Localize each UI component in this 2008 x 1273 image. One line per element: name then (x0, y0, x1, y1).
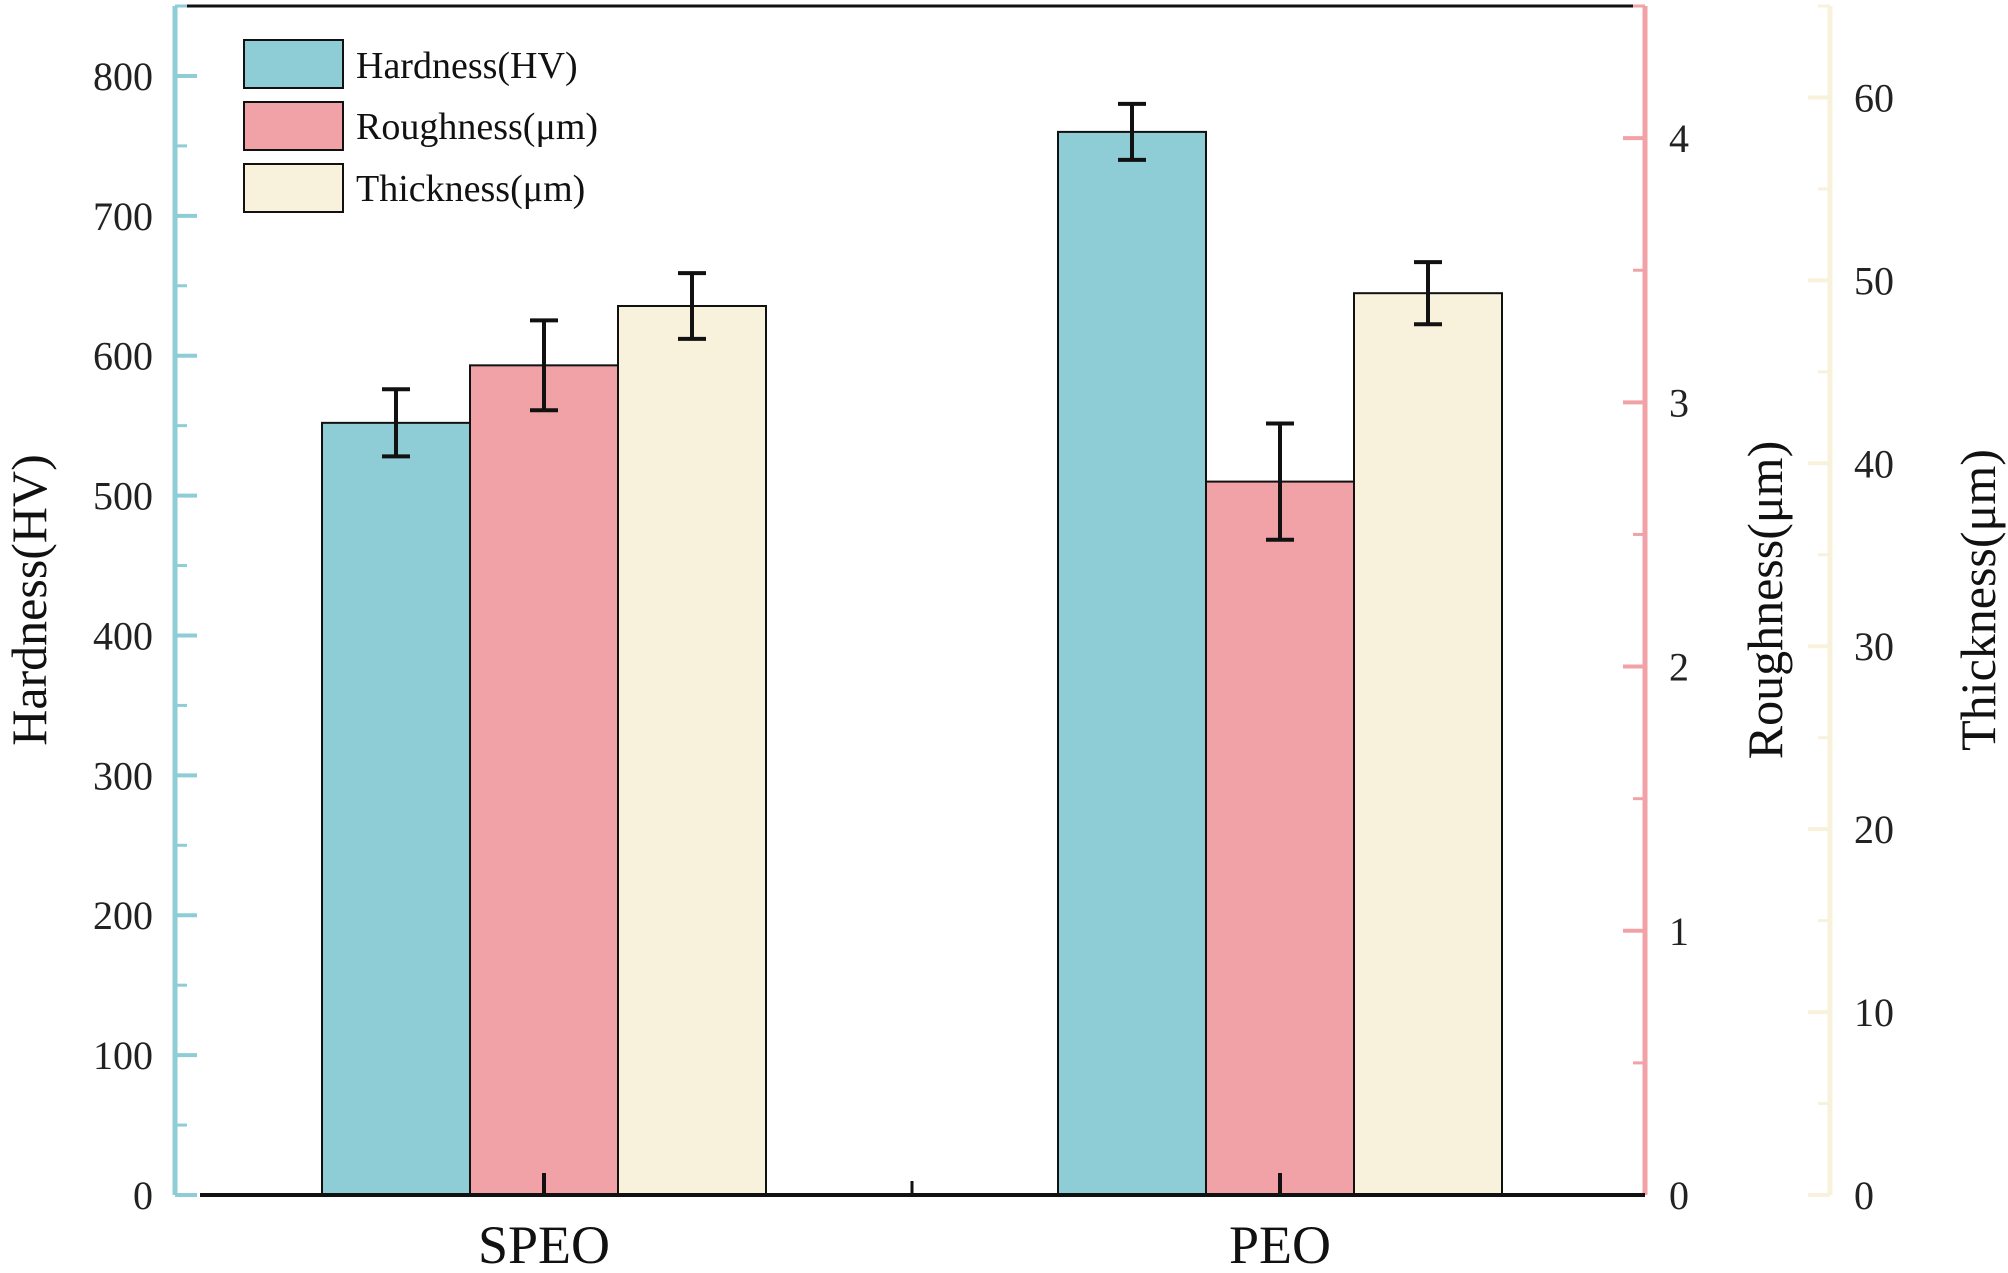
legend-label-hardness: Hardness(HV) (356, 45, 578, 87)
error-bars (382, 101, 1442, 542)
x-axis: SPEO PEO (200, 1173, 1645, 1273)
category-label-speo: SPEO (478, 1215, 610, 1273)
thickness-axis: 0 10 20 30 40 50 60 (1808, 4, 1894, 1218)
thickness-axis-title: Thickness(μm) (1950, 449, 2006, 751)
roughness-axis-tick-label: 3 (1669, 380, 1689, 425)
hardness-axis-tick-label: 0 (133, 1173, 153, 1218)
error-bar-hardness-speo (382, 387, 410, 459)
error-bar-roughness-speo (530, 318, 558, 413)
legend: Hardness(HV) Roughness(μm) Thickness(μm) (243, 39, 598, 213)
thickness-axis-tick-label: 60 (1854, 75, 1894, 120)
hardness-axis-tick-label: 600 (93, 334, 153, 379)
hardness-axis-tick-label: 300 (93, 753, 153, 798)
thickness-axis-tick-label: 50 (1854, 258, 1894, 303)
bar-hardness-speo (321, 421, 471, 1196)
hardness-axis-title: Hardness(HV) (1, 454, 57, 746)
hardness-axis-tick-label: 700 (93, 194, 153, 239)
hardness-axis-tick-label: 400 (93, 613, 153, 658)
roughness-axis-tick-label: 0 (1669, 1173, 1689, 1218)
legend-swatch-thickness (243, 163, 344, 213)
thickness-axis-tick-label: 20 (1854, 807, 1894, 852)
bar-roughness-speo (469, 364, 619, 1196)
legend-swatch-hardness (243, 39, 344, 89)
hardness-axis-tick-label: 800 (93, 54, 153, 99)
bar-thickness-speo (617, 304, 767, 1196)
hardness-axis-tick-label: 200 (93, 893, 153, 938)
roughness-axis-tick-label: 4 (1669, 116, 1689, 161)
roughness-axis-title: Roughness(μm) (1737, 441, 1793, 759)
roughness-axis-tick-label: 1 (1669, 909, 1689, 954)
error-bar-thickness-peo (1414, 260, 1442, 327)
thickness-axis-tick-label: 0 (1854, 1173, 1874, 1218)
bar-roughness-peo (1205, 480, 1355, 1197)
bar-thickness-peo (1353, 292, 1503, 1197)
bars (321, 130, 1503, 1197)
hardness-axis-tick-label: 500 (93, 474, 153, 519)
category-label-peo: PEO (1229, 1215, 1331, 1273)
error-bar-thickness-speo (678, 271, 706, 341)
bar-hardness-peo (1057, 130, 1207, 1196)
thickness-axis-tick-label: 10 (1854, 990, 1894, 1035)
error-bar-roughness-peo (1266, 421, 1294, 542)
roughness-axis: 0 1 2 3 4 (1623, 4, 1689, 1218)
legend-label-thickness: Thickness(μm) (356, 168, 585, 210)
hardness-axis: 0 100 200 300 400 500 600 700 800 (93, 4, 197, 1218)
thickness-axis-tick-label: 40 (1854, 441, 1894, 486)
legend-label-roughness: Roughness(μm) (356, 106, 598, 148)
hardness-axis-tick-label: 100 (93, 1033, 153, 1078)
legend-swatch-roughness (243, 101, 344, 151)
error-bar-hardness-peo (1118, 101, 1146, 162)
thickness-axis-tick-label: 30 (1854, 624, 1894, 669)
roughness-axis-tick-label: 2 (1669, 645, 1689, 690)
